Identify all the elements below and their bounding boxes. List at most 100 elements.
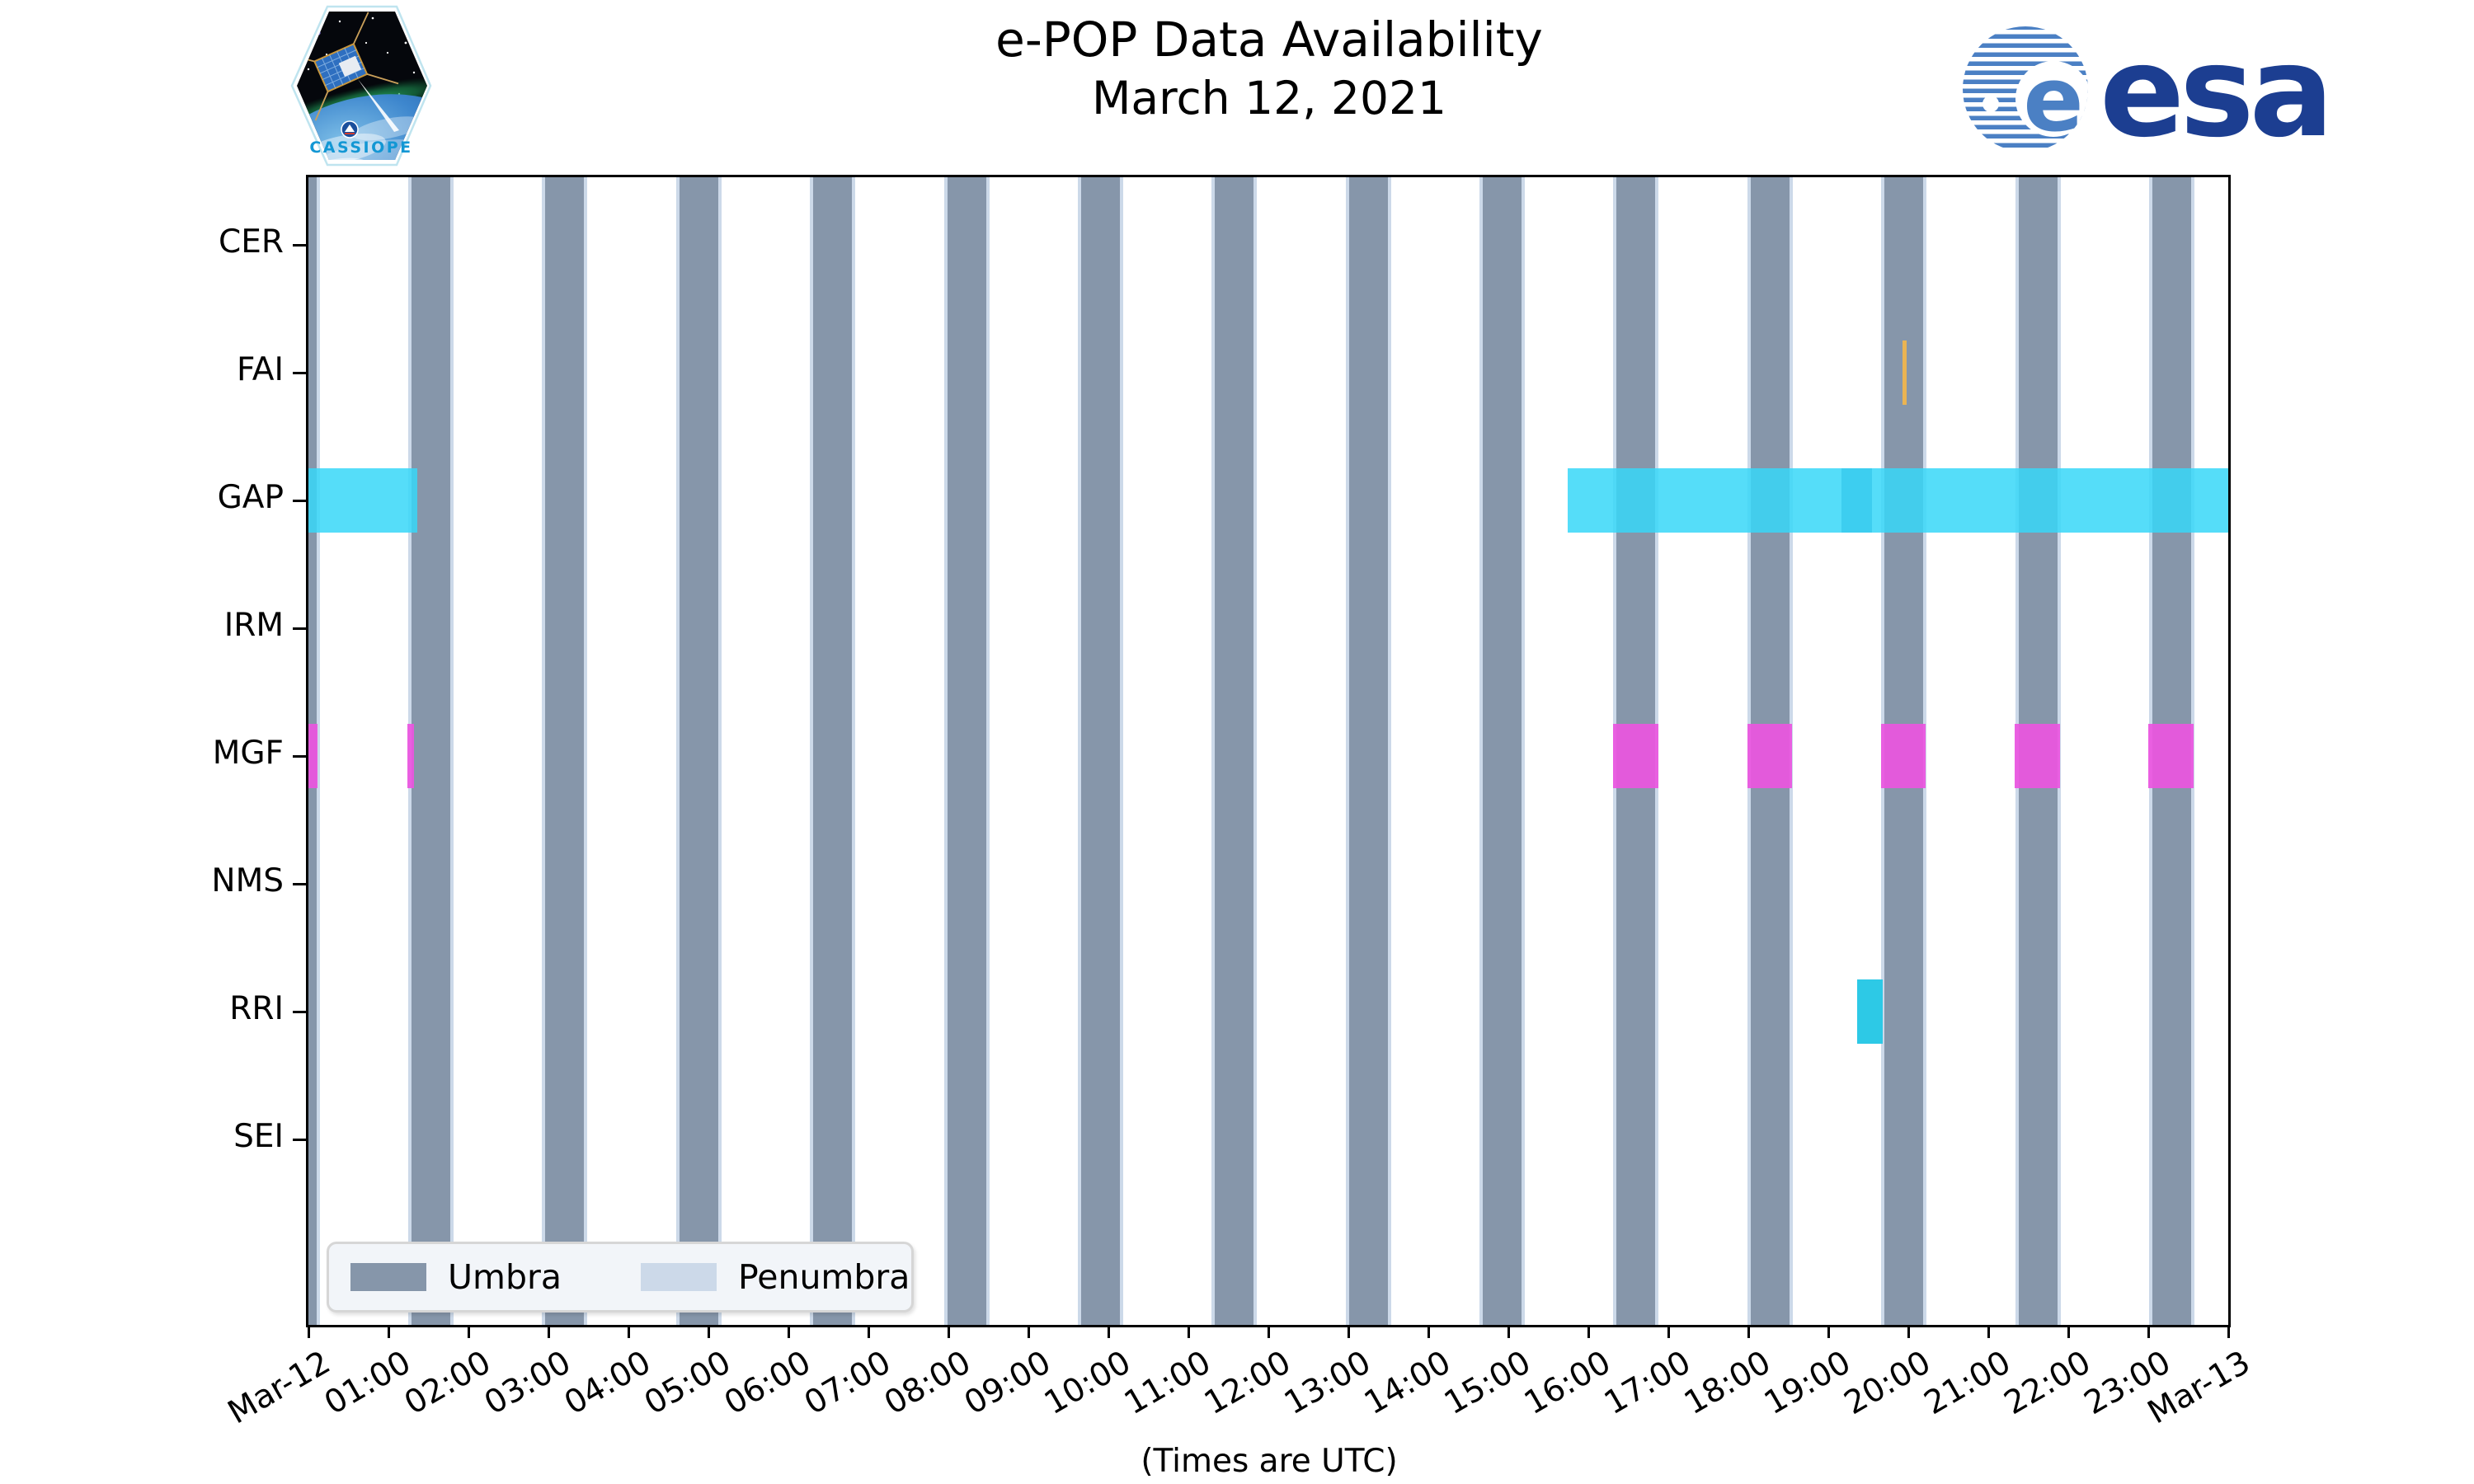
penumbra-strip xyxy=(852,177,856,1325)
y-tick xyxy=(293,627,307,630)
esa-globe-icon: e xyxy=(1963,26,2088,152)
x-tick xyxy=(1507,1325,1510,1338)
umbra-bar xyxy=(947,177,986,1325)
gap-data-bar xyxy=(308,468,417,533)
x-tick xyxy=(387,1325,390,1338)
umbra-bar xyxy=(545,177,585,1325)
row-label-sei: SEI xyxy=(233,1118,284,1155)
x-tick xyxy=(867,1325,870,1338)
x-tick-label-text: 17:00 xyxy=(1597,1344,1697,1423)
umbra-bar xyxy=(1080,177,1120,1325)
gap-data-bar xyxy=(1567,468,2228,533)
chart-title-block: e-POP Data Availability March 12, 2021 xyxy=(309,0,2229,126)
x-tick xyxy=(1347,1325,1350,1338)
y-tick xyxy=(293,1138,307,1141)
x-tick xyxy=(1107,1325,1110,1338)
x-tick xyxy=(947,1325,950,1338)
x-tick xyxy=(1667,1325,1670,1338)
satellite-illustration xyxy=(297,12,399,121)
mgf-data-bar xyxy=(407,724,415,788)
esa-logo: e esa xyxy=(1961,19,2334,165)
penumbra-strip xyxy=(717,177,722,1325)
x-tick xyxy=(1907,1325,1910,1338)
x-tick-label-text: 12:00 xyxy=(1197,1344,1297,1423)
penumbra-strip xyxy=(675,177,680,1325)
penumbra-strip xyxy=(1253,177,1258,1325)
x-tick xyxy=(627,1325,630,1338)
umbra-swatch xyxy=(350,1263,426,1291)
esa-wordmark: esa xyxy=(2100,23,2328,159)
x-tick xyxy=(467,1325,470,1338)
cassiope-mission-patch: CASSIOPE xyxy=(290,3,432,167)
cassiope-patch-text: CASSIOPE xyxy=(309,139,412,157)
row-label-gap: GAP xyxy=(217,479,284,516)
x-tick-label-text: 02:00 xyxy=(397,1344,497,1423)
x-tick xyxy=(2227,1325,2230,1338)
mgf-data-bar xyxy=(2148,724,2194,788)
mgf-data-bar xyxy=(308,724,317,788)
mgf-data-bar xyxy=(1747,724,1793,788)
esa-logo-graphic: e esa xyxy=(1963,19,2334,165)
fai-data-bar xyxy=(1903,340,1907,405)
penumbra-strip xyxy=(584,177,588,1325)
x-tick-label-text: 13:00 xyxy=(1277,1344,1377,1423)
x-tick xyxy=(1027,1325,1030,1338)
umbra-bar xyxy=(813,177,853,1325)
penumbra-strip xyxy=(1387,177,1391,1325)
penumbra-strip xyxy=(1479,177,1484,1325)
x-tick-label-text: 03:00 xyxy=(477,1344,577,1423)
umbra-bar xyxy=(1483,177,1522,1325)
page-subtitle-date: March 12, 2021 xyxy=(1091,71,1447,124)
x-tick-label-text: 05:00 xyxy=(637,1344,737,1423)
svg-text:e: e xyxy=(2023,49,2083,152)
x-tick xyxy=(2147,1325,2150,1338)
row-label-fai: FAI xyxy=(236,351,284,388)
x-axis-note: (Times are UTC) xyxy=(1141,1443,1398,1480)
penumbra-strip xyxy=(1211,177,1216,1325)
legend-item-umbra: Umbra xyxy=(350,1257,562,1297)
cassiope-patch-graphic: CASSIOPE xyxy=(290,5,432,167)
x-tick-label-text: 15:00 xyxy=(1437,1344,1537,1423)
penumbra-strip xyxy=(1077,177,1081,1325)
x-tick-label-text: 04:00 xyxy=(557,1344,657,1423)
x-tick-label-text: 21:00 xyxy=(1917,1344,2017,1423)
penumbra-strip xyxy=(1345,177,1349,1325)
y-tick xyxy=(293,754,307,758)
penumbra-strip xyxy=(1119,177,1123,1325)
x-tick xyxy=(1427,1325,1430,1338)
x-tick-label-text: 20:00 xyxy=(1837,1344,1937,1423)
penumbra-strip xyxy=(316,177,320,1325)
x-tick xyxy=(1267,1325,1270,1338)
x-tick xyxy=(787,1325,790,1338)
penumbra-strip xyxy=(985,177,990,1325)
x-tick-label-text: 09:00 xyxy=(957,1344,1057,1423)
x-tick-label-text: 07:00 xyxy=(797,1344,897,1423)
y-tick xyxy=(293,499,307,502)
mgf-data-bar xyxy=(1881,724,1926,788)
mgf-data-bar xyxy=(2015,724,2061,788)
row-label-mgf: MGF xyxy=(212,735,284,772)
x-tick-label-text: 06:00 xyxy=(717,1344,817,1423)
x-tick xyxy=(1587,1325,1590,1338)
legend: Umbra Penumbra xyxy=(327,1242,914,1313)
mgf-data-bar xyxy=(1613,724,1659,788)
x-tick-label-text: 14:00 xyxy=(1357,1344,1457,1423)
x-tick xyxy=(1987,1325,1990,1338)
x-tick-label-text: 10:00 xyxy=(1037,1344,1137,1423)
penumbra-strip xyxy=(943,177,948,1325)
y-tick xyxy=(293,243,307,247)
penumbra-strip xyxy=(450,177,454,1325)
x-tick-label-text: 11:00 xyxy=(1117,1344,1217,1423)
rri-data-bar xyxy=(1856,979,1883,1044)
x-tick-label-text: 08:00 xyxy=(877,1344,977,1423)
x-tick-label-text: 19:00 xyxy=(1757,1344,1857,1423)
x-tick xyxy=(1747,1325,1750,1338)
x-tick-label-text: 18:00 xyxy=(1677,1344,1777,1423)
y-tick xyxy=(293,1010,307,1013)
y-tick xyxy=(293,882,307,885)
x-tick xyxy=(547,1325,550,1338)
x-tick xyxy=(1827,1325,1830,1338)
timeline-plot-area xyxy=(306,175,2231,1327)
umbra-label: Umbra xyxy=(448,1257,562,1297)
x-tick-label-text: 22:00 xyxy=(1997,1344,2097,1423)
